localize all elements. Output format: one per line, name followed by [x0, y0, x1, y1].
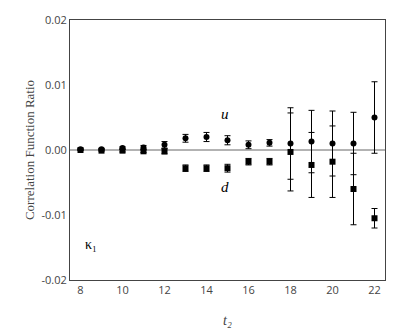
- svg-text:8: 8: [77, 282, 83, 297]
- svg-text:10: 10: [116, 282, 129, 297]
- svg-text:0.02: 0.02: [45, 12, 67, 27]
- svg-text:κ₁: κ₁: [85, 237, 97, 252]
- svg-text:22: 22: [368, 282, 381, 297]
- svg-text:18: 18: [284, 282, 297, 297]
- svg-text:20: 20: [326, 282, 339, 297]
- svg-text:0.01: 0.01: [45, 77, 67, 92]
- svg-text:t₂: t₂: [223, 313, 232, 328]
- svg-text:14: 14: [200, 282, 213, 297]
- svg-text:12: 12: [158, 282, 171, 297]
- svg-text:d: d: [221, 179, 229, 195]
- svg-text:-0.01: -0.01: [41, 207, 66, 222]
- svg-text:-0.02: -0.02: [41, 272, 66, 287]
- svg-text:Correlation Function Ratio: Correlation Function Ratio: [22, 80, 37, 220]
- svg-text:0.00: 0.00: [45, 142, 67, 157]
- svg-text:16: 16: [242, 282, 255, 297]
- svg-text:u: u: [221, 106, 229, 122]
